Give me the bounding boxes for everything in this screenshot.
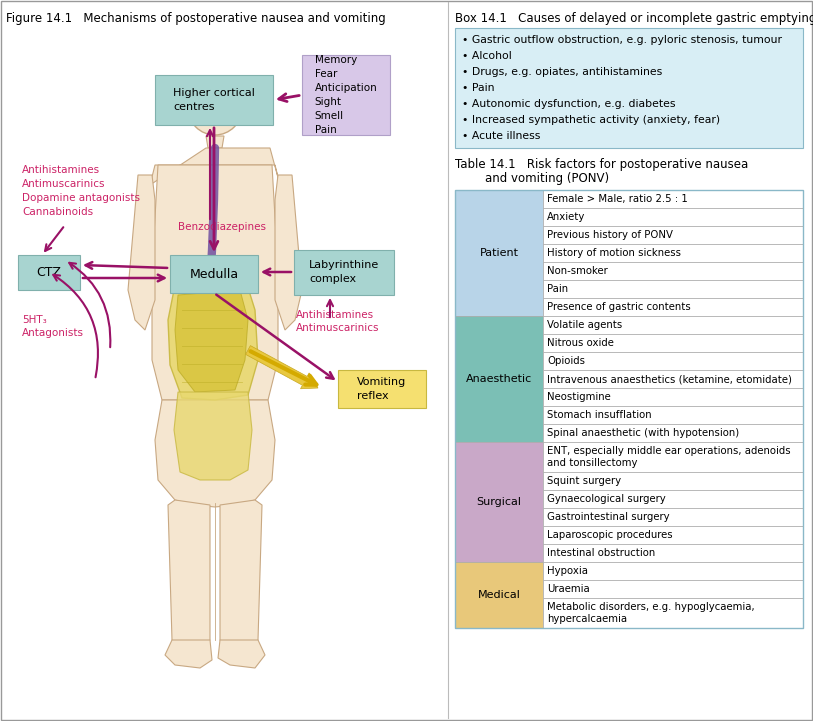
Text: Nitrous oxide: Nitrous oxide — [547, 338, 614, 348]
Polygon shape — [220, 500, 262, 650]
Text: ENT, especially middle ear operations, adenoids
and tonsillectomy: ENT, especially middle ear operations, a… — [547, 446, 790, 468]
Text: Higher cortical
centres: Higher cortical centres — [173, 89, 255, 112]
Text: Metabolic disorders, e.g. hypoglycaemia,
hypercalcaemia: Metabolic disorders, e.g. hypoglycaemia,… — [547, 602, 754, 624]
FancyBboxPatch shape — [155, 75, 273, 125]
FancyBboxPatch shape — [543, 190, 803, 208]
Text: Squint surgery: Squint surgery — [547, 476, 621, 486]
Text: Benzodiazepines: Benzodiazepines — [178, 222, 266, 232]
FancyBboxPatch shape — [543, 442, 803, 472]
Text: • Autonomic dysfunction, e.g. diabetes: • Autonomic dysfunction, e.g. diabetes — [462, 99, 676, 109]
Text: Figure 14.1   Mechanisms of postoperative nausea and vomiting: Figure 14.1 Mechanisms of postoperative … — [6, 12, 385, 25]
Circle shape — [188, 81, 242, 135]
FancyBboxPatch shape — [543, 262, 803, 280]
FancyBboxPatch shape — [543, 580, 803, 598]
FancyBboxPatch shape — [543, 370, 803, 388]
Text: Patient: Patient — [480, 248, 519, 258]
FancyBboxPatch shape — [294, 250, 394, 295]
Text: Volatile agents: Volatile agents — [547, 320, 622, 330]
FancyBboxPatch shape — [455, 562, 543, 628]
Text: Non-smoker: Non-smoker — [547, 266, 608, 276]
Text: Antihistamines
Antimuscarinics
Dopamine antagonists
Cannabinoids: Antihistamines Antimuscarinics Dopamine … — [22, 165, 140, 217]
FancyBboxPatch shape — [543, 280, 803, 298]
Text: Stomach insufflation: Stomach insufflation — [547, 410, 652, 420]
Text: Medulla: Medulla — [189, 267, 238, 280]
Text: Labyrinthine
complex: Labyrinthine complex — [309, 260, 379, 283]
Text: • Increased sympathetic activity (anxiety, fear): • Increased sympathetic activity (anxiet… — [462, 115, 720, 125]
FancyBboxPatch shape — [543, 208, 803, 226]
Text: Opioids: Opioids — [547, 356, 585, 366]
Polygon shape — [150, 148, 280, 185]
FancyBboxPatch shape — [455, 442, 543, 562]
FancyBboxPatch shape — [543, 388, 803, 406]
FancyBboxPatch shape — [338, 370, 426, 408]
Text: Previous history of PONV: Previous history of PONV — [547, 230, 673, 240]
Text: Surgical: Surgical — [476, 497, 521, 507]
Text: • Drugs, e.g. opiates, antihistamines: • Drugs, e.g. opiates, antihistamines — [462, 67, 663, 77]
Ellipse shape — [200, 89, 230, 107]
Text: Medical: Medical — [477, 590, 520, 600]
FancyBboxPatch shape — [302, 55, 390, 135]
FancyBboxPatch shape — [543, 508, 803, 526]
FancyBboxPatch shape — [543, 334, 803, 352]
Polygon shape — [218, 640, 265, 668]
Polygon shape — [275, 175, 302, 330]
FancyBboxPatch shape — [543, 316, 803, 334]
FancyBboxPatch shape — [543, 598, 803, 628]
Polygon shape — [165, 640, 212, 668]
Text: Laparoscopic procedures: Laparoscopic procedures — [547, 530, 672, 540]
Text: Table 14.1   Risk factors for postoperative nausea: Table 14.1 Risk factors for postoperativ… — [455, 158, 748, 171]
Text: • Pain: • Pain — [462, 83, 494, 93]
Polygon shape — [128, 175, 155, 330]
Polygon shape — [152, 165, 278, 400]
Text: Hypoxia: Hypoxia — [547, 566, 588, 576]
FancyBboxPatch shape — [455, 316, 543, 442]
Text: Gastrointestinal surgery: Gastrointestinal surgery — [547, 512, 670, 522]
Text: Anaesthetic: Anaesthetic — [466, 374, 533, 384]
Text: Memory
Fear
Anticipation
Sight
Smell
Pain: Memory Fear Anticipation Sight Smell Pai… — [315, 55, 377, 135]
FancyBboxPatch shape — [543, 298, 803, 316]
Text: Intravenous anaesthetics (ketamine, etomidate): Intravenous anaesthetics (ketamine, etom… — [547, 374, 792, 384]
Polygon shape — [168, 278, 258, 400]
Text: Vomiting
reflex: Vomiting reflex — [358, 377, 406, 401]
FancyBboxPatch shape — [543, 544, 803, 562]
FancyArrow shape — [246, 345, 318, 389]
Text: CTZ: CTZ — [37, 265, 62, 278]
FancyBboxPatch shape — [543, 406, 803, 424]
FancyBboxPatch shape — [543, 526, 803, 544]
FancyBboxPatch shape — [170, 255, 258, 293]
Text: and vomiting (PONV): and vomiting (PONV) — [455, 172, 609, 185]
Polygon shape — [206, 136, 224, 148]
Polygon shape — [155, 400, 275, 507]
Text: Gynaecological surgery: Gynaecological surgery — [547, 494, 666, 504]
Text: • Gastric outflow obstruction, e.g. pyloric stenosis, tumour: • Gastric outflow obstruction, e.g. pylo… — [462, 35, 782, 45]
Polygon shape — [174, 392, 252, 480]
Text: • Acute illness: • Acute illness — [462, 131, 541, 141]
Text: Uraemia: Uraemia — [547, 584, 589, 594]
FancyBboxPatch shape — [543, 244, 803, 262]
FancyBboxPatch shape — [543, 226, 803, 244]
FancyBboxPatch shape — [543, 352, 803, 370]
Text: Neostigmine: Neostigmine — [547, 392, 611, 402]
FancyBboxPatch shape — [543, 490, 803, 508]
FancyBboxPatch shape — [455, 28, 803, 148]
Text: Intestinal obstruction: Intestinal obstruction — [547, 548, 655, 558]
FancyBboxPatch shape — [18, 255, 80, 290]
Text: 5HT₃
Antagonists: 5HT₃ Antagonists — [22, 315, 84, 338]
Text: Female > Male, ratio 2.5 : 1: Female > Male, ratio 2.5 : 1 — [547, 194, 688, 204]
Text: Spinal anaesthetic (with hypotension): Spinal anaesthetic (with hypotension) — [547, 428, 739, 438]
Polygon shape — [175, 290, 248, 392]
Text: • Alcohol: • Alcohol — [462, 51, 511, 61]
Text: Pain: Pain — [547, 284, 568, 294]
Text: History of motion sickness: History of motion sickness — [547, 248, 681, 258]
FancyBboxPatch shape — [543, 562, 803, 580]
FancyBboxPatch shape — [455, 190, 543, 316]
FancyBboxPatch shape — [543, 472, 803, 490]
Text: Anxiety: Anxiety — [547, 212, 585, 222]
Text: Box 14.1   Causes of delayed or incomplete gastric emptying: Box 14.1 Causes of delayed or incomplete… — [455, 12, 813, 25]
FancyBboxPatch shape — [543, 424, 803, 442]
Polygon shape — [168, 500, 210, 650]
Text: Antihistamines
Antimuscarinics: Antihistamines Antimuscarinics — [296, 310, 380, 333]
Text: Presence of gastric contents: Presence of gastric contents — [547, 302, 691, 312]
